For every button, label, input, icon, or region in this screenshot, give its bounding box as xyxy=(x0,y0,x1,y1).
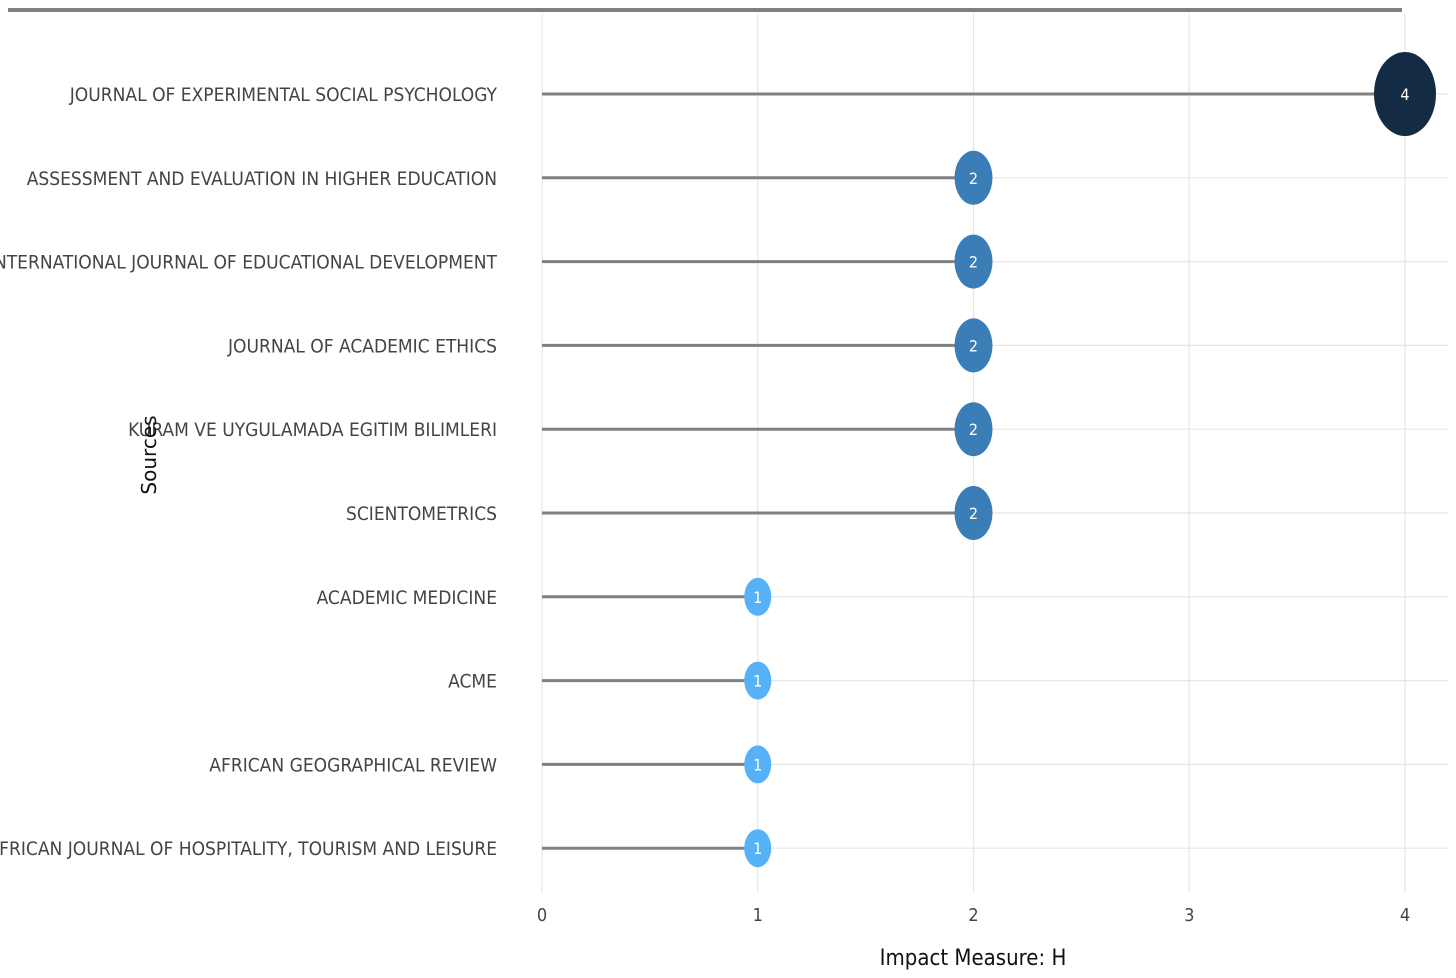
lollipop-dot xyxy=(954,234,993,289)
dot-value-label: 4 xyxy=(1400,85,1409,104)
stems xyxy=(542,92,1405,850)
grid xyxy=(541,14,1448,893)
source-label: KURAM VE UYGULAMADA EGITIM BILIMLERI xyxy=(128,419,497,441)
x-tick-label: 4 xyxy=(1400,905,1410,926)
dot-value-label: 1 xyxy=(753,755,762,774)
y-axis-title: Sources xyxy=(137,415,161,494)
source-label: ACADEMIC MEDICINE xyxy=(317,587,497,609)
source-label: INTERNATIONAL JOURNAL OF EDUCATIONAL DEV… xyxy=(0,252,498,274)
lollipop-dot xyxy=(744,829,772,868)
lollipop-dot xyxy=(744,745,772,784)
x-tick-label: 2 xyxy=(968,905,978,926)
lollipop-dot xyxy=(954,150,993,205)
x-tick-labels: 0 1 2 3 4 xyxy=(537,905,1410,926)
dot-value-label: 2 xyxy=(969,169,978,188)
lollipop-dot xyxy=(744,661,772,700)
source-label: ACME xyxy=(448,671,497,693)
source-label: SCIENTOMETRICS xyxy=(346,503,497,525)
lollipop-dot xyxy=(954,402,993,457)
dot-value-label: 1 xyxy=(753,839,762,858)
lollipop-dot xyxy=(744,577,772,616)
lollipop-dot xyxy=(954,318,993,373)
dot-value-label: 2 xyxy=(969,420,978,439)
dot-value-label: 1 xyxy=(753,672,762,691)
dot-value-label: 1 xyxy=(753,588,762,607)
x-axis-title: Impact Measure: H xyxy=(880,946,1067,971)
dot-value-label: 2 xyxy=(969,336,978,355)
x-tick-label: 1 xyxy=(753,905,763,926)
source-label: AFRICAN GEOGRAPHICAL REVIEW xyxy=(209,754,497,776)
source-label: ASSESSMENT AND EVALUATION IN HIGHER EDUC… xyxy=(27,168,497,190)
lollipop-dot xyxy=(1374,52,1436,136)
source-label: JOURNAL OF EXPERIMENTAL SOCIAL PSYCHOLOG… xyxy=(69,84,498,106)
x-tick-label: 0 xyxy=(537,905,547,926)
lollipop-dot xyxy=(954,486,993,540)
dots: 4 2 2 2 2 2 1 1 1 1 xyxy=(744,52,1436,868)
category-labels: JOURNAL OF EXPERIMENTAL SOCIAL PSYCHOLOG… xyxy=(0,84,498,860)
source-label: JOURNAL OF ACADEMIC ETHICS xyxy=(227,335,497,357)
source-label: AFRICAN JOURNAL OF HOSPITALITY, TOURISM … xyxy=(0,838,497,860)
dot-value-label: 2 xyxy=(969,253,978,272)
x-tick-label: 3 xyxy=(1184,905,1194,926)
dot-value-label: 2 xyxy=(969,504,978,523)
